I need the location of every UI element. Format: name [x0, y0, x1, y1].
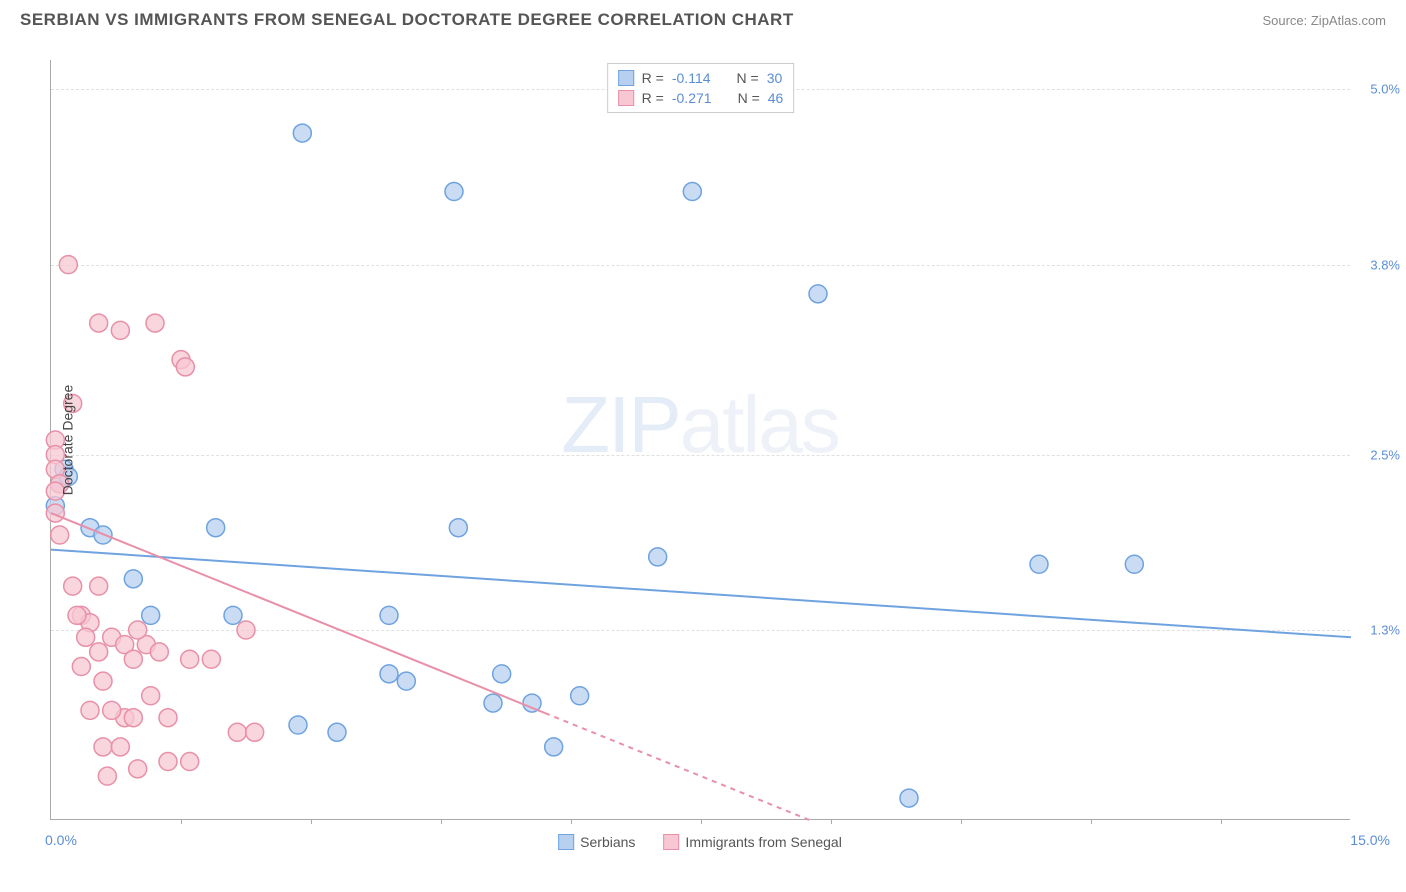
data-point [380, 606, 398, 624]
data-point [46, 504, 64, 522]
legend-swatch-1b [558, 834, 574, 850]
n-value-1: 30 [767, 70, 783, 86]
data-point [159, 709, 177, 727]
ytick-label: 3.8% [1370, 257, 1400, 272]
r-label-1: R = [642, 70, 664, 86]
legend-label-1: Serbians [580, 834, 635, 850]
data-point [124, 570, 142, 588]
data-point [1030, 555, 1048, 573]
r-label-2: R = [642, 90, 664, 106]
data-point [124, 709, 142, 727]
data-point [397, 672, 415, 690]
data-point [98, 767, 116, 785]
r-value-2: -0.271 [672, 90, 712, 106]
data-point [449, 519, 467, 537]
data-point [293, 124, 311, 142]
legend-row-1: R = -0.114 N = 30 [618, 68, 784, 88]
data-point [103, 701, 121, 719]
data-point [72, 658, 90, 676]
data-point [94, 672, 112, 690]
scatter-plot-svg [51, 60, 1351, 820]
y-axis-title: Doctorate Degree [59, 385, 75, 496]
data-point [129, 760, 147, 778]
data-point [94, 738, 112, 756]
data-point [124, 650, 142, 668]
plot-region: 1.3%2.5%3.8%5.0% R = -0.114 N = 30 R = -… [50, 60, 1350, 820]
data-point [545, 738, 563, 756]
legend-label-2: Immigrants from Senegal [685, 834, 841, 850]
legend-swatch-2 [618, 90, 634, 106]
data-point [51, 526, 69, 544]
data-point [181, 753, 199, 771]
page-header: SERBIAN VS IMMIGRANTS FROM SENEGAL DOCTO… [0, 0, 1406, 38]
data-point [289, 716, 307, 734]
data-point [809, 285, 827, 303]
data-point [64, 577, 82, 595]
legend-row-2: R = -0.271 N = 46 [618, 88, 784, 108]
data-point [90, 577, 108, 595]
legend-swatch-2b [663, 834, 679, 850]
data-point [237, 621, 255, 639]
data-point [129, 621, 147, 639]
x-axis-max-label: 15.0% [1350, 832, 1390, 848]
data-point [90, 314, 108, 332]
data-point [328, 723, 346, 741]
data-point [445, 183, 463, 201]
data-point [150, 643, 168, 661]
r-value-1: -0.114 [672, 70, 711, 86]
data-point [1125, 555, 1143, 573]
series-legend: Serbians Immigrants from Senegal [558, 834, 842, 850]
data-point [159, 753, 177, 771]
data-point [202, 650, 220, 668]
data-point [224, 606, 242, 624]
data-point [176, 358, 194, 376]
trend-line-dashed [545, 713, 809, 820]
data-point [90, 643, 108, 661]
data-point [380, 665, 398, 683]
data-point [228, 723, 246, 741]
trend-line [51, 513, 545, 713]
data-point [142, 606, 160, 624]
data-point [146, 314, 164, 332]
data-point [649, 548, 667, 566]
correlation-legend: R = -0.114 N = 30 R = -0.271 N = 46 [607, 63, 795, 113]
data-point [68, 606, 86, 624]
data-point [181, 650, 199, 668]
data-point [111, 321, 129, 339]
chart-area: ZIPatlas 1.3%2.5%3.8%5.0% R = -0.114 N =… [50, 60, 1350, 820]
legend-item-2: Immigrants from Senegal [663, 834, 841, 850]
data-point [683, 183, 701, 201]
n-value-2: 46 [768, 90, 784, 106]
data-point [207, 519, 225, 537]
legend-item-1: Serbians [558, 834, 635, 850]
ytick-label: 1.3% [1370, 623, 1400, 638]
data-point [59, 256, 77, 274]
data-point [493, 665, 511, 683]
source-label: Source: ZipAtlas.com [1262, 13, 1386, 28]
ytick-label: 2.5% [1370, 447, 1400, 462]
data-point [246, 723, 264, 741]
n-label-1: N = [737, 70, 759, 86]
data-point [142, 687, 160, 705]
data-point [77, 628, 95, 646]
chart-title: SERBIAN VS IMMIGRANTS FROM SENEGAL DOCTO… [20, 10, 794, 30]
data-point [484, 694, 502, 712]
n-label-2: N = [738, 90, 760, 106]
data-point [900, 789, 918, 807]
x-axis-min-label: 0.0% [45, 832, 77, 848]
data-point [81, 701, 99, 719]
legend-swatch-1 [618, 70, 634, 86]
ytick-label: 5.0% [1370, 82, 1400, 97]
data-point [111, 738, 129, 756]
data-point [571, 687, 589, 705]
